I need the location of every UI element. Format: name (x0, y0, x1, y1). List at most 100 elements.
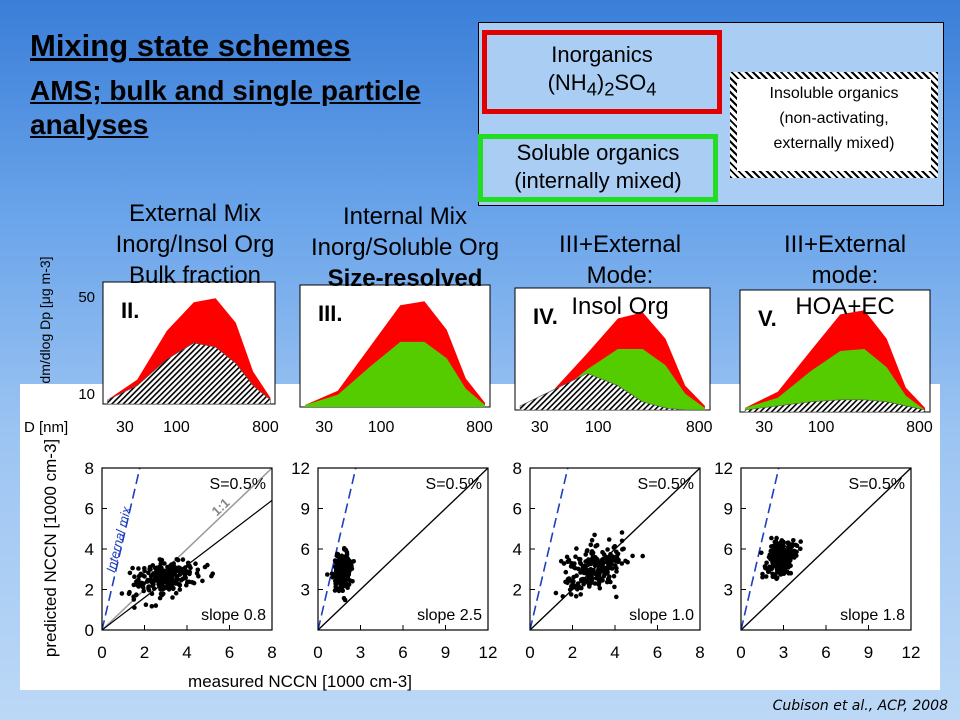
data-point (781, 539, 786, 545)
data-point (764, 560, 769, 566)
distribution-area-insoluble-organics (519, 373, 705, 411)
size-tick-label: 100 (163, 419, 190, 436)
data-point (571, 565, 577, 570)
data-point (563, 569, 569, 575)
data-point (174, 557, 180, 562)
data-point (183, 575, 188, 581)
distribution-y-axis-label: dm/dlog Dp [μg m-3] (37, 256, 53, 383)
data-point (592, 532, 597, 538)
data-point (131, 594, 136, 599)
y-tick-label: 12 (714, 459, 733, 478)
data-point (772, 544, 778, 549)
data-point (640, 553, 645, 559)
data-point (166, 587, 172, 592)
data-point (154, 575, 159, 581)
data-point (149, 579, 154, 584)
data-point (605, 547, 610, 552)
column-header-2: Internal Mix Inorg/Soluble Org Size-reso… (290, 201, 520, 294)
x-tick-label: 4 (182, 643, 191, 662)
x-tick-label: 6 (653, 643, 662, 662)
data-point (788, 551, 793, 557)
x-tick-label: 0 (313, 643, 322, 662)
data-point (614, 594, 619, 600)
data-point (177, 566, 183, 571)
internal-mix-line (318, 468, 357, 630)
data-point (186, 579, 192, 585)
data-point (335, 586, 340, 591)
data-point (578, 561, 584, 566)
column-2-line1: Internal Mix (342, 203, 468, 230)
data-point (573, 554, 578, 559)
y-tick-label: 9 (301, 500, 310, 519)
scatter-y-axis-label-line1: predicted NCCN [1000 cm-3] (41, 439, 60, 657)
y-tick-label: 6 (85, 500, 94, 519)
data-point (152, 565, 158, 571)
data-point (119, 591, 125, 596)
supersaturation-label: S=0.5% (638, 476, 694, 493)
x-tick-label: 6 (821, 643, 830, 662)
data-point (770, 554, 776, 560)
data-point (573, 594, 579, 599)
data-point (774, 535, 779, 541)
distribution-x-axis-label: D [nm] (24, 419, 68, 436)
data-point (205, 562, 210, 568)
distribution-area-insoluble-organics (107, 342, 271, 405)
data-point (325, 572, 330, 577)
data-point (589, 578, 595, 583)
data-point (788, 570, 794, 576)
data-point (786, 565, 791, 570)
page-subtitle: AMS; bulk and single particle analyses (30, 75, 421, 140)
data-point (132, 605, 137, 610)
x-tick-label: 8 (267, 643, 276, 662)
x-tick-label: 8 (695, 643, 704, 662)
data-point (593, 543, 598, 549)
data-point (798, 546, 803, 552)
data-point (772, 572, 777, 578)
data-point (341, 559, 346, 564)
data-point (596, 578, 602, 584)
data-point (778, 557, 784, 563)
panel-label: V. (758, 306, 777, 331)
data-point (568, 578, 573, 583)
x-tick-label: 0 (736, 643, 745, 662)
data-point (596, 582, 602, 587)
size-distribution-4: V. 30 100 800 (739, 289, 933, 436)
data-point (611, 545, 617, 550)
y-tick-label: 6 (724, 540, 733, 559)
y-tick-label: 2 (85, 581, 94, 600)
x-tick-label: 3 (356, 643, 365, 662)
size-tick-label: 800 (906, 419, 933, 436)
x-tick-label: 4 (610, 643, 619, 662)
y-tick-label: 8 (513, 459, 522, 478)
legend-soluble-label-1: Soluble organics (516, 140, 680, 165)
data-point (149, 604, 155, 609)
data-point (349, 563, 354, 569)
column-3-line1: III+External (558, 231, 682, 258)
legend-insoluble-label-2: (non-activating, (779, 110, 889, 127)
y-tick-label: 6 (513, 500, 522, 519)
data-point (350, 579, 355, 584)
data-point (583, 552, 588, 557)
data-point (793, 542, 798, 548)
data-point (776, 562, 781, 568)
column-4-line1: III+External (783, 231, 907, 258)
data-point (614, 569, 619, 574)
data-point (583, 579, 588, 584)
data-point (158, 559, 164, 565)
size-tick-label: 30 (531, 419, 549, 436)
data-point (786, 559, 791, 565)
y-tick-label: 4 (85, 540, 94, 559)
data-point (596, 572, 601, 578)
distribution-y-tick: 50 (78, 289, 95, 306)
column-1-line2: Inorg/Insol Org (115, 231, 275, 258)
column-1-line1: External Mix (128, 200, 262, 227)
distribution-area-insoluble-organics (744, 399, 926, 413)
data-point (611, 573, 617, 579)
data-point (161, 586, 167, 591)
size-distribution-layer: II. 30 100 800 III. 30 100 800 IV. 30 100 800 V. 30 10… (24, 256, 933, 436)
data-point (337, 568, 342, 574)
internal-mix-label: Internal mix (103, 505, 134, 574)
scatter-x-axis-label: measured NCCN [1000 cm-3] (188, 672, 412, 691)
data-point (791, 548, 797, 554)
data-point (150, 572, 156, 577)
